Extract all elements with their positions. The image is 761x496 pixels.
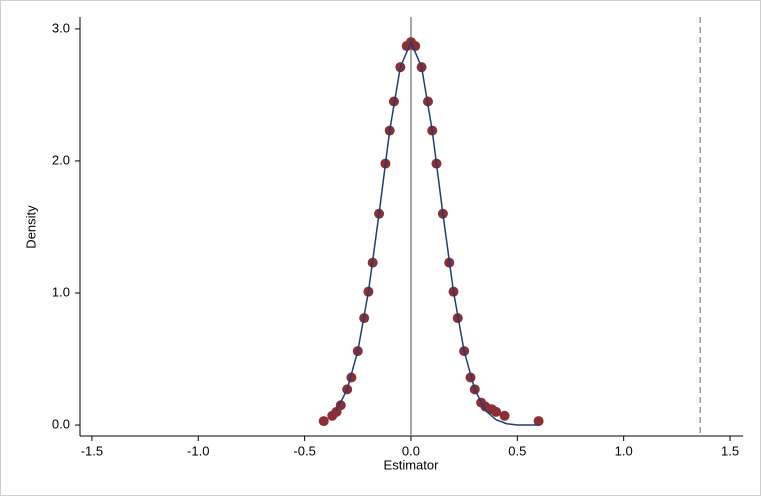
point [533,416,544,427]
x-tick-label: 1.0 [615,443,633,458]
x-tick-label: 0.0 [402,443,420,458]
y-axis-label: Density [23,205,38,249]
point [465,372,476,383]
x-tick-label: -1.0 [187,443,209,458]
point [346,372,357,383]
density-line [335,40,539,426]
point [410,41,421,52]
x-axis-label: Estimator [384,457,440,472]
point [318,416,329,427]
x-tick-label: -1.5 [81,443,103,458]
y-tick-label: 0.0 [52,416,70,431]
y-tick-label: 3.0 [52,20,70,35]
x-tick-label: 1.5 [721,443,739,458]
x-tick-label: 0.5 [508,443,526,458]
y-tick-label: 2.0 [52,152,70,167]
x-tick-label: -0.5 [293,443,315,458]
y-tick-label: 1.0 [52,284,70,299]
point [491,406,502,417]
point [499,410,510,421]
